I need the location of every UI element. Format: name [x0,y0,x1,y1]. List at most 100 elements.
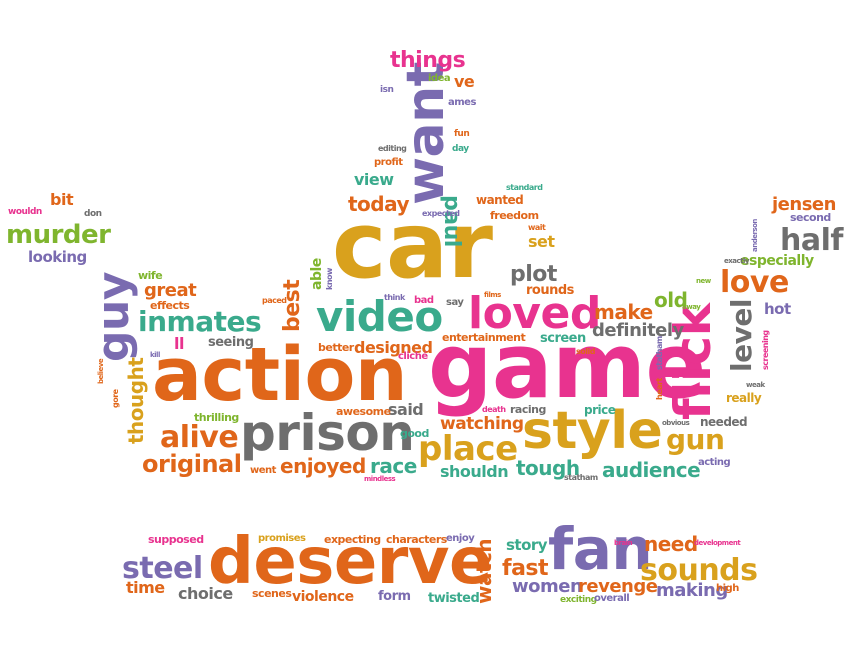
word-editing: editing [378,144,407,153]
word-statham-2: statham [564,473,598,482]
word-enjoy: enjoy [446,533,475,544]
word-inmates: inmates [138,305,262,338]
word-able: able [309,258,325,290]
word-action: action [152,332,408,418]
word-statham: statham [655,336,664,370]
word-expecting: expecting [324,533,381,546]
word-wife: wife [138,269,163,282]
word-seeing: seeing [208,335,254,350]
word-believe: believe [97,358,105,384]
word-standard: standard [506,183,543,192]
word-good: good [400,427,429,440]
word-gore: gore [111,389,120,408]
word-ll: ll [174,334,184,353]
word-mindless: mindless [364,475,396,483]
word-say: say [446,297,464,308]
word-half: half [780,223,843,258]
word-deserve: deserve [208,525,492,599]
word-love: love [720,265,789,300]
word-making: making [656,580,728,601]
word-shouldn: shouldn [440,462,509,481]
word-don: don [84,209,102,219]
word-view: view [354,170,394,189]
word-weak: weak [746,381,765,389]
word-paul: paul [439,195,464,247]
word-loved: loved [468,288,601,339]
word-original: original [142,450,242,478]
word-thrilling: thrilling [194,411,239,424]
word-needed: needed [700,415,748,429]
word-ve: ve [454,72,475,91]
word-idea: idea [428,73,451,84]
word-gun: gun [666,423,725,456]
word-cliche: cliché [398,351,428,362]
word-revenge: revenge [578,576,658,597]
word-went: went [250,465,276,476]
word-better: better [318,341,354,354]
word-exactly: exactly [724,257,749,265]
word-best: best [280,279,305,332]
word-definitely: definitely [592,320,684,341]
word-racing: racing [510,403,546,416]
word-solid: solid [576,347,595,356]
word-acting: acting [698,457,731,468]
word-freedom: freedom [490,209,539,222]
word-old: old [654,288,688,312]
word-choice: choice [178,584,233,603]
word-guy: guy [88,271,139,362]
word-bit: bit [50,190,74,209]
word-audience: audience [602,458,701,482]
word-today: today [348,192,410,216]
word-brain: brain [614,539,633,547]
word-paced: paced [262,296,287,305]
word-form: form [378,589,411,604]
word-bad: bad [414,295,434,306]
word-tough: tough [516,456,580,480]
word-really: really [726,391,762,405]
word-twisted: twisted [428,591,480,606]
word-things: things [390,48,466,73]
word-new: new [696,277,711,285]
word-obvious: obvious [662,419,690,427]
word-fast: fast [502,556,549,581]
word-ames: ames [448,97,476,108]
word-away: away [682,303,701,311]
word-game: game [428,314,706,419]
word-wait: wait [528,223,546,232]
word-set: set [528,232,555,251]
word-films: films [484,291,501,299]
word-race: race [370,454,417,478]
word-fan: fan [548,515,653,583]
word-prison: prison [240,404,415,462]
word-characters: characters [386,533,447,546]
word-enjoyed: enjoyed [280,454,366,478]
word-designed: designed [354,338,433,357]
word-wanted: wanted [476,193,524,207]
word-women: women [512,576,583,597]
word-watching: watching [440,414,524,434]
word-wouldn: wouldn [8,207,42,217]
word-high: high [716,583,739,594]
word-car: car [332,192,493,299]
word-effects: effects [150,299,190,312]
word-profit: profit [374,157,403,168]
word-story: story [506,536,548,554]
word-awesome: awesome [336,405,391,418]
word-screening: screening [761,330,770,370]
word-scenes: scenes [252,587,292,600]
word-screen: screen [540,331,586,346]
word-kill: kill [150,351,160,359]
word-time: time [126,578,165,597]
word-development: development [694,539,741,547]
word-overall: overall [594,593,630,604]
word-said: said [388,400,424,419]
word-jensen: jensen [772,194,836,215]
word-expected: expected [422,209,460,218]
word-need: need [644,532,698,556]
word-second: second [790,211,831,224]
word-fun: fun [454,129,470,139]
word-sounds: sounds [640,553,758,588]
word-great: great [144,280,197,301]
word-steel: steel [122,551,203,586]
